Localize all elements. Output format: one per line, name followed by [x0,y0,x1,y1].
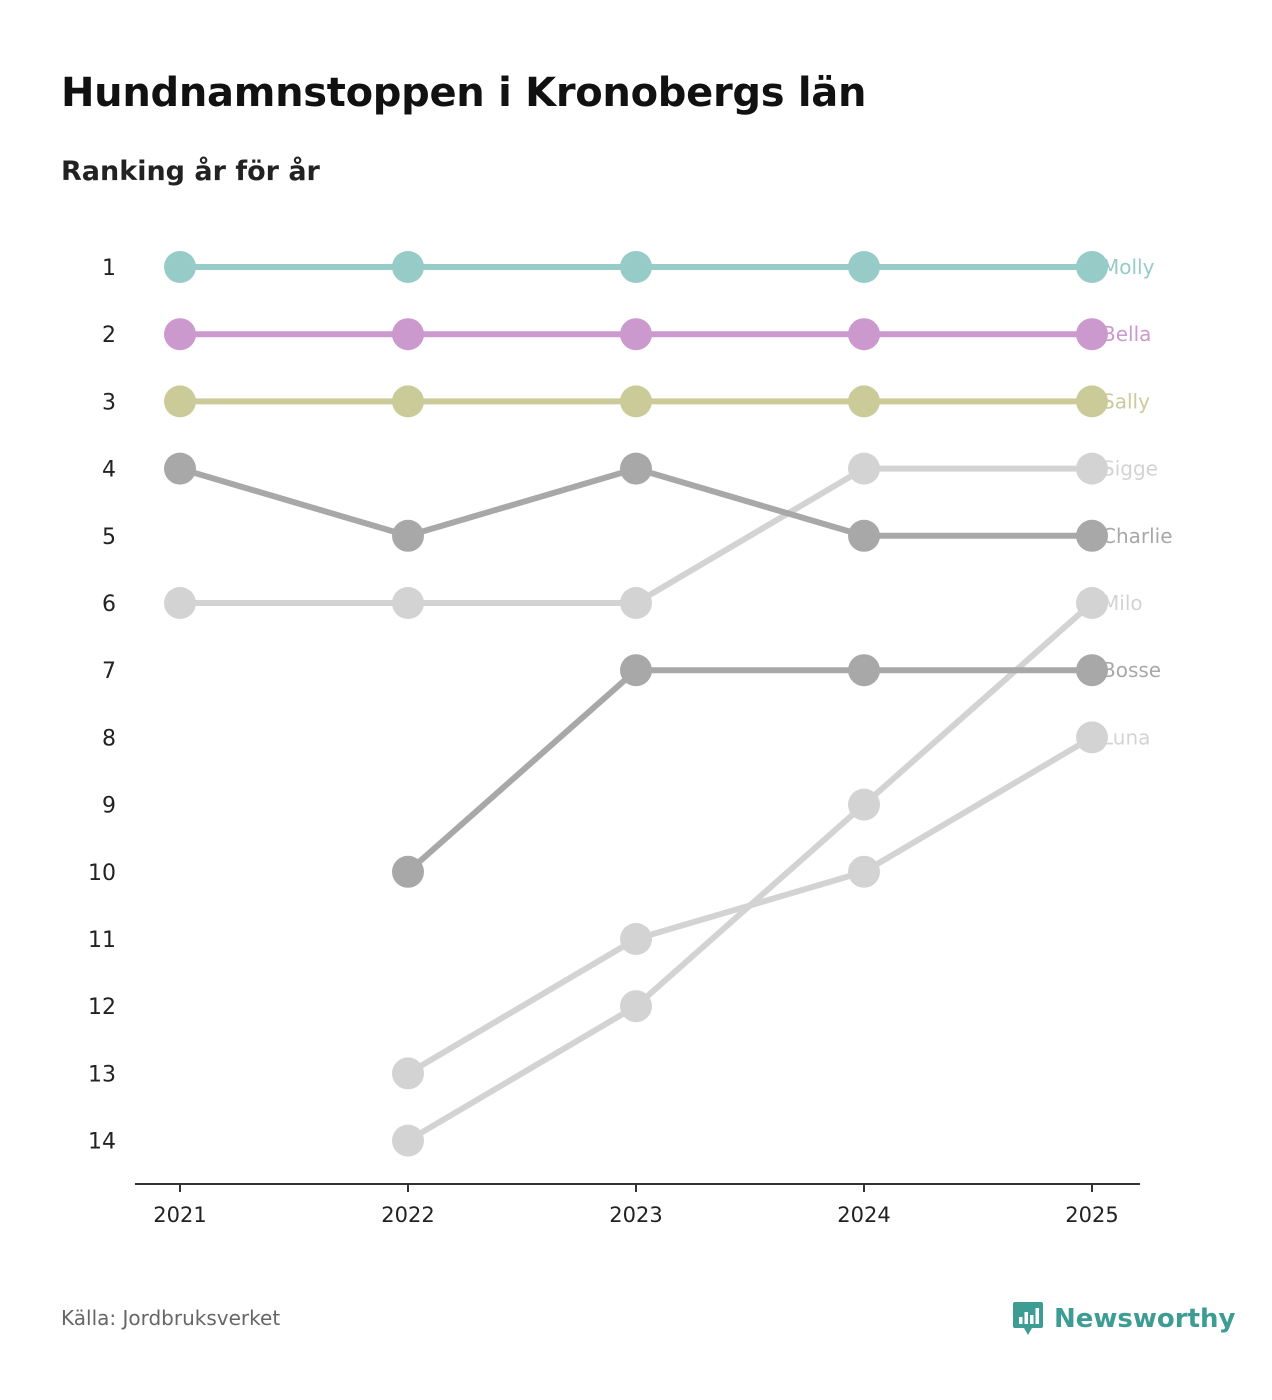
y-tick-label-9: 9 [102,794,116,819]
brand-name: Newsworthy [1054,1304,1236,1334]
point-sally-2024 [848,385,880,418]
x-tick-label-2024: 2024 [837,1203,890,1227]
chart-subtitle: Ranking år för år [61,156,320,187]
point-sigge-2025 [1076,452,1108,485]
series-label-luna: Luna [1102,725,1150,749]
point-molly-2025 [1076,251,1108,283]
point-sally-2022 [392,385,424,418]
point-bosse-2025 [1076,654,1108,687]
y-tick-label-6: 6 [102,592,116,617]
point-milo-2025 [1076,587,1108,619]
point-sigge-2022 [392,587,424,619]
point-charlie-2022 [392,519,424,552]
series-label-charlie: Charlie [1102,524,1173,548]
series-points [164,251,1108,1157]
y-tick-label-4: 4 [102,458,116,483]
y-tick-label-11: 11 [88,928,116,953]
point-charlie-2025 [1076,519,1108,552]
brand-logo[interactable]: Newsworthy [1012,1300,1235,1338]
x-tick-label-2021: 2021 [153,1203,206,1227]
point-sally-2021 [164,385,196,418]
y-tick-label-14: 14 [88,1130,116,1155]
point-bosse-2022 [392,855,424,888]
series-line-luna [405,734,1095,1077]
y-tick-label-5: 5 [102,525,116,550]
y-tick-label-3: 3 [102,390,116,415]
source-note: Källa: Jordbruksverket [61,1306,281,1330]
point-bella-2022 [392,318,424,351]
series-label-bella: Bella [1102,322,1151,346]
x-tick-label-2023: 2023 [609,1203,662,1227]
y-tick-label-2: 2 [102,323,116,348]
series-label-bosse: Bosse [1102,658,1161,682]
point-bella-2021 [164,318,196,351]
y-tick-label-7: 7 [102,659,116,684]
y-tick-label-13: 13 [88,1062,116,1087]
y-tick-label-12: 12 [88,995,116,1020]
series-label-sally: Sally [1102,389,1150,413]
point-molly-2021 [164,251,196,283]
series-line-milo [405,600,1095,1144]
series-label-molly: Molly [1102,255,1155,279]
point-sally-2023 [620,385,652,418]
point-sigge-2023 [620,587,652,619]
point-milo-2023 [620,990,652,1023]
y-tick-label-8: 8 [102,726,116,751]
point-luna-2025 [1076,721,1108,754]
point-molly-2023 [620,251,652,283]
y-tick-label-1: 1 [102,256,116,281]
point-milo-2024 [848,788,880,821]
series-label-milo: Milo [1102,591,1143,615]
x-tick-label-2022: 2022 [381,1203,434,1227]
point-molly-2022 [392,251,424,283]
point-bella-2023 [620,318,652,351]
x-tick-label-2025: 2025 [1065,1203,1118,1227]
series-label-sigge: Sigge [1102,457,1158,481]
series-labels: Sigge Charlie Milo Bosse Luna Molly Bella Sally [1102,255,1173,749]
point-milo-2022 [392,1124,424,1157]
point-sally-2025 [1076,385,1108,418]
point-charlie-2021 [164,452,196,485]
point-sigge-2021 [164,587,196,619]
x-axis: 2021 2022 2023 2024 2025 [135,1183,1140,1227]
y-tick-label-10: 10 [88,861,116,886]
point-luna-2022 [392,1057,424,1090]
series-line-bosse [405,667,1095,875]
point-bosse-2024 [848,654,880,687]
point-charlie-2023 [620,452,652,485]
point-sigge-2024 [848,452,880,485]
newsworthy-logo-icon [1013,1302,1043,1335]
point-luna-2023 [620,923,652,955]
point-bella-2024 [848,318,880,351]
point-charlie-2024 [848,519,880,552]
chart-title: Hundnamnstoppen i Kronobergs län [61,70,867,116]
point-bella-2025 [1076,318,1108,351]
point-luna-2024 [848,855,880,888]
point-molly-2024 [848,251,880,283]
point-bosse-2023 [620,654,652,687]
